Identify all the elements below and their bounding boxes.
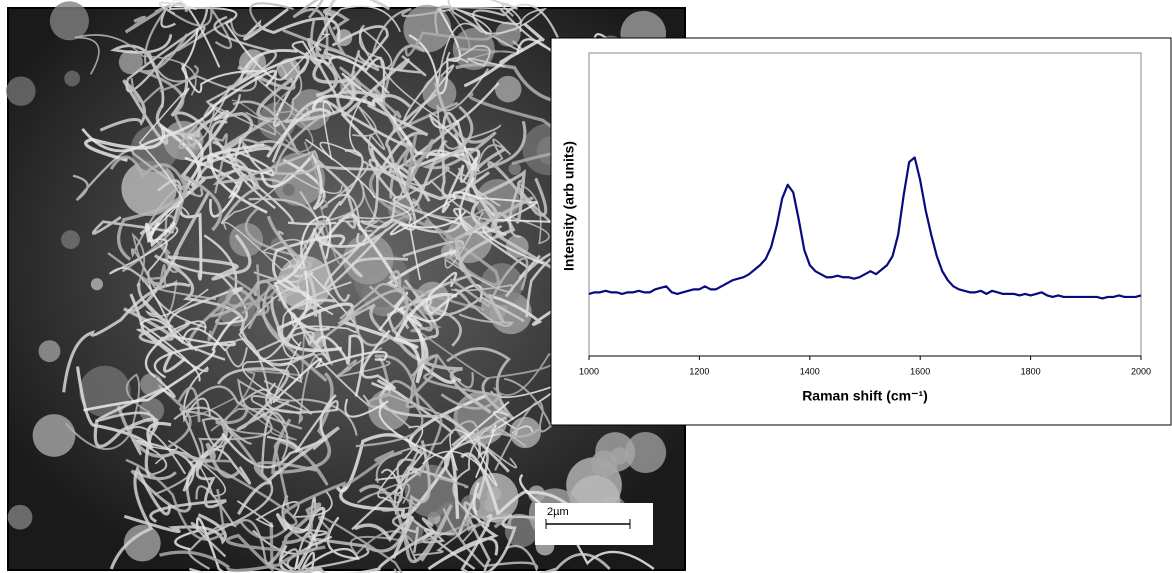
x-tick-label: 1200 — [689, 366, 709, 376]
x-tick-label: 1000 — [579, 366, 599, 376]
sem-particle — [591, 450, 618, 477]
sem-particle — [8, 505, 33, 530]
y-axis-label: Intensity (arb units) — [561, 141, 577, 271]
sem-particle — [91, 278, 103, 290]
x-axis-label: Raman shift (cm⁻¹) — [802, 388, 928, 404]
x-tick-label: 1800 — [1021, 366, 1041, 376]
scale-bar-label: 2µm — [547, 506, 569, 518]
x-tick-label: 1600 — [910, 366, 930, 376]
sem-particle — [495, 76, 522, 103]
sem-particle — [61, 230, 80, 249]
chart-panel — [551, 38, 1171, 425]
sem-particle — [64, 71, 80, 87]
sem-particle — [6, 76, 35, 105]
x-tick-label: 1400 — [800, 366, 820, 376]
sem-particle — [33, 414, 76, 457]
x-tick-label: 2000 — [1131, 366, 1151, 376]
sem-particle — [50, 1, 89, 40]
sem-particle — [283, 184, 295, 196]
figure: 2µm Raman shift (cm⁻¹) Intensity (arb un… — [0, 0, 1172, 573]
sem-particle — [39, 340, 61, 362]
